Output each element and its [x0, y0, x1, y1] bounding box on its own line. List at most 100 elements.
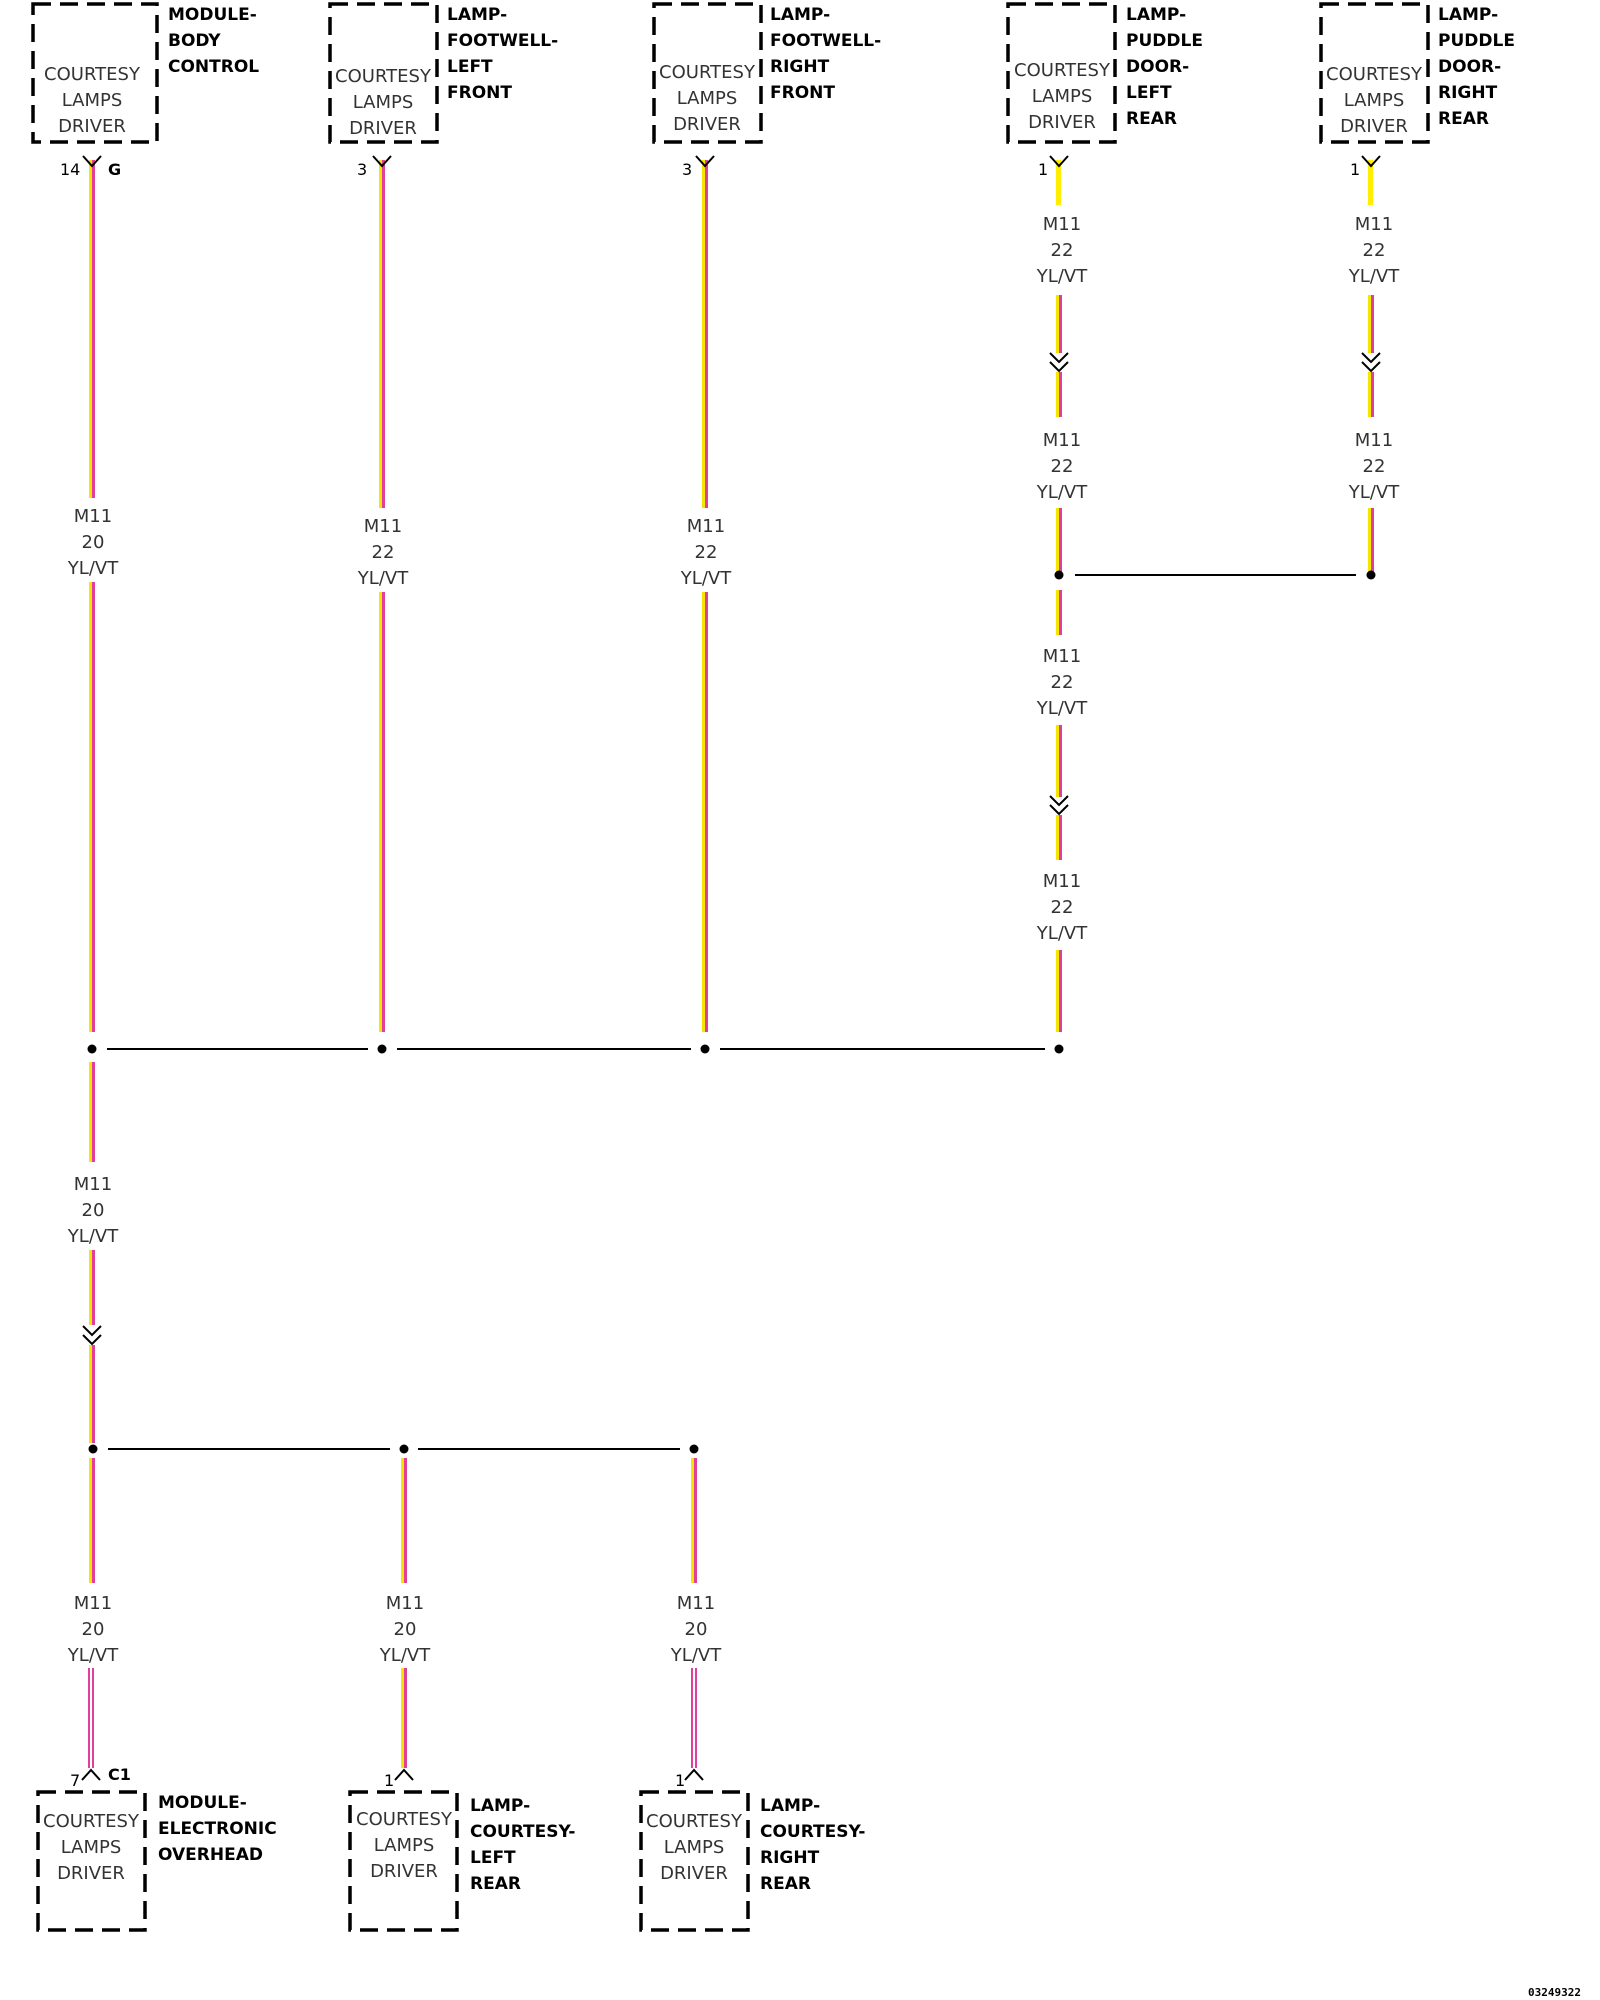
- component-title: LAMP-: [770, 5, 830, 25]
- inner-label: DRIVER: [349, 118, 417, 139]
- svg-text:M11: M11: [74, 1593, 112, 1614]
- inner-label: DRIVER: [673, 114, 741, 135]
- svg-text:20: 20: [82, 1200, 105, 1221]
- component-title: PUDDLE: [1438, 31, 1515, 51]
- component-title: ELECTRONIC: [158, 1819, 277, 1839]
- component-title: DOOR-: [1438, 57, 1501, 77]
- svg-text:M11: M11: [74, 1174, 112, 1195]
- svg-text:YL/VT: YL/VT: [1036, 266, 1088, 287]
- wire-bcm-segment: [89, 160, 95, 1032]
- svg-text:YL/VT: YL/VT: [1036, 698, 1088, 719]
- splice-dot: [689, 1444, 699, 1454]
- inner-label: LAMPS: [1032, 86, 1093, 107]
- inner-label: LAMPS: [61, 1837, 122, 1858]
- pin-terminal-layer: [81, 155, 1381, 1781]
- component-title: LAMP-: [470, 1796, 530, 1816]
- svg-text:YL/VT: YL/VT: [1348, 482, 1400, 503]
- component-title: MODULE-: [158, 1793, 247, 1813]
- svg-text:20: 20: [82, 532, 105, 553]
- component-box: [348, 1790, 459, 1932]
- document-number: 03249322: [1528, 1986, 1581, 1999]
- pin-terminal-icon: [372, 155, 392, 168]
- component-box: [1319, 2, 1430, 144]
- svg-text:20: 20: [394, 1619, 417, 1640]
- svg-text:22: 22: [1363, 456, 1386, 477]
- component-box: [31, 2, 159, 144]
- splice-dot: [88, 1444, 98, 1454]
- pin-terminal-icon: [82, 155, 102, 168]
- wire-courtesy-rr-segment: [691, 1458, 697, 1768]
- svg-text:M11: M11: [74, 506, 112, 527]
- inner-label: DRIVER: [57, 1863, 125, 1884]
- svg-text:YL/VT: YL/VT: [67, 558, 119, 579]
- inner-label: COURTESY: [43, 1811, 140, 1832]
- wire-footwell-rf-segment: [702, 160, 708, 1032]
- component-puddle-rr: COURTESY LAMPS DRIVER LAMP- PUDDLE DOOR-…: [1319, 2, 1515, 179]
- component-title: CONTROL: [168, 57, 259, 77]
- svg-text:M11: M11: [364, 516, 402, 537]
- wire-label-overhead: M11 20 YL/VT: [67, 1593, 119, 1666]
- component-title: FRONT: [770, 83, 835, 103]
- svg-text:M11: M11: [1043, 646, 1081, 667]
- pin-terminal-icon: [695, 155, 715, 168]
- svg-text:YL/VT: YL/VT: [670, 1645, 722, 1666]
- svg-text:20: 20: [82, 1619, 105, 1640]
- wire-label-puddle-rr: M11 22 YL/VT M11 22 YL/VT: [1348, 214, 1400, 503]
- wire-puddle-lr-segment: [1056, 160, 1062, 1032]
- component-puddle-lr: COURTESY LAMPS DRIVER LAMP- PUDDLE DOOR-…: [1006, 2, 1203, 179]
- svg-text:YL/VT: YL/VT: [379, 1645, 431, 1666]
- splice-dot: [1366, 570, 1376, 580]
- pin-number: 14: [60, 160, 80, 179]
- inner-label: DRIVER: [1028, 112, 1096, 133]
- pin-number: 1: [384, 1771, 394, 1790]
- inner-label: LAMPS: [374, 1835, 435, 1856]
- inner-label: COURTESY: [44, 64, 141, 85]
- component-title: LAMP-: [760, 1796, 820, 1816]
- component-box: [639, 1790, 750, 1932]
- svg-text:YL/VT: YL/VT: [1348, 266, 1400, 287]
- svg-text:YL/VT: YL/VT: [67, 1645, 119, 1666]
- inner-label: DRIVER: [660, 1863, 728, 1884]
- svg-text:YL/VT: YL/VT: [1036, 482, 1088, 503]
- svg-text:20: 20: [685, 1619, 708, 1640]
- component-courtesy-lr: COURTESY LAMPS DRIVER LAMP- COURTESY- LE…: [348, 1771, 575, 1932]
- wire-overhead-segment: [88, 1458, 95, 1768]
- inner-label: COURTESY: [1014, 60, 1111, 81]
- component-box: [328, 2, 439, 144]
- inner-label: COURTESY: [659, 62, 756, 83]
- component-title: LEFT: [1126, 83, 1172, 103]
- svg-text:M11: M11: [1355, 214, 1393, 235]
- pin-number: 1: [1038, 160, 1048, 179]
- inner-label: COURTESY: [1326, 64, 1423, 85]
- connector-id: G: [108, 160, 121, 179]
- wire-label-footwell-lf: M11 22 YL/VT: [357, 516, 409, 589]
- component-title: REAR: [1438, 109, 1489, 129]
- component-title: COURTESY-: [470, 1822, 575, 1842]
- component-title: LEFT: [470, 1848, 516, 1868]
- svg-text:M11: M11: [1043, 871, 1081, 892]
- pin-number: 3: [682, 160, 692, 179]
- component-title: LAMP-: [1126, 5, 1186, 25]
- splice-dot: [700, 1044, 710, 1054]
- component-title: MODULE-: [168, 5, 257, 25]
- component-title: COURTESY-: [760, 1822, 865, 1842]
- svg-text:YL/VT: YL/VT: [680, 568, 732, 589]
- wire-label-footwell-rf: M11 22 YL/VT: [680, 516, 732, 589]
- inline-connector-icon: [1049, 795, 1069, 816]
- inner-label: LAMPS: [677, 88, 738, 109]
- inner-label: LAMPS: [353, 92, 414, 113]
- component-title: FOOTWELL-: [770, 31, 881, 51]
- wire-layer: [88, 160, 1374, 1768]
- svg-text:22: 22: [1051, 897, 1074, 918]
- svg-text:22: 22: [695, 542, 718, 563]
- pin-number: 3: [357, 160, 367, 179]
- pin-terminal-icon: [1049, 155, 1069, 168]
- splice-dot: [399, 1444, 409, 1454]
- svg-text:YL/VT: YL/VT: [1036, 923, 1088, 944]
- pin-number: 7: [70, 1771, 80, 1790]
- component-title: RIGHT: [770, 57, 830, 77]
- svg-text:YL/VT: YL/VT: [357, 568, 409, 589]
- inline-connector-icon: [1361, 352, 1381, 373]
- svg-text:M11: M11: [1043, 430, 1081, 451]
- component-bcm: COURTESY LAMPS DRIVER MODULE- BODY CONTR…: [31, 2, 259, 179]
